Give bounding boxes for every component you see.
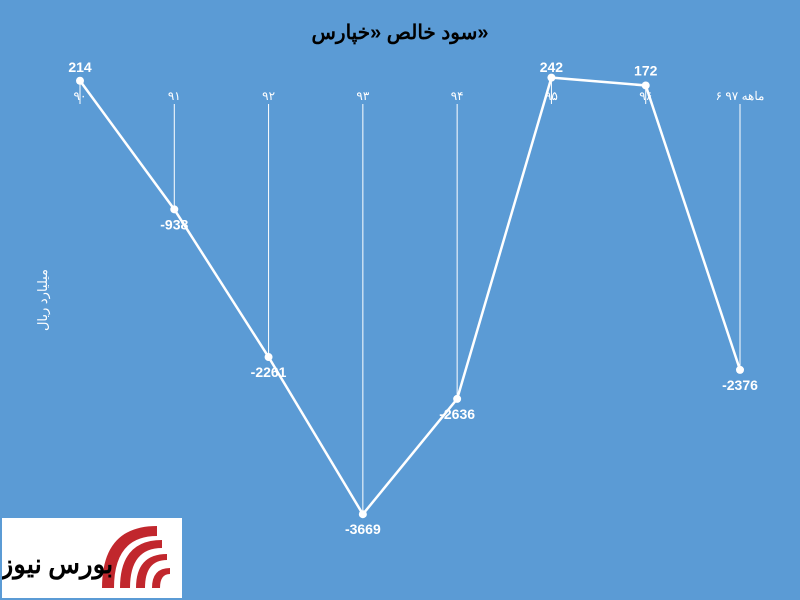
data-marker xyxy=(76,77,84,85)
x-axis-tick-label: ۹۱ xyxy=(168,89,181,103)
y-axis-label: میلیارد ریال xyxy=(35,269,51,331)
x-axis-tick-label: ۹۲ xyxy=(262,89,275,103)
data-line xyxy=(80,78,740,515)
logo-text: بورس نیوز xyxy=(2,550,113,580)
x-axis-tick-label: ۹۶ xyxy=(639,89,652,103)
data-marker xyxy=(453,395,461,403)
value-label: -2376 xyxy=(722,377,758,393)
data-marker xyxy=(359,510,367,518)
value-label: 214 xyxy=(68,60,92,75)
value-label: -2636 xyxy=(439,406,475,422)
data-marker xyxy=(170,205,178,213)
data-marker xyxy=(265,353,273,361)
watermark-logo: بورس نیوز xyxy=(2,518,182,598)
x-axis-tick-label: ۶ ماهه ۹۷ xyxy=(716,89,765,103)
x-axis-tick-label: ۹۳ xyxy=(356,89,369,103)
value-label: 242 xyxy=(540,60,564,75)
line-chart: ۹۰ ۹۱ ۹۲ ۹۳ ۹۴ ۹۵ ۹۶ ۶ ماهه ۹۷ 214 -938 -2261 -3669… xyxy=(50,60,770,540)
data-marker xyxy=(736,366,744,374)
x-axis-tick-label: ۹۴ xyxy=(451,89,464,103)
value-label: -2261 xyxy=(251,364,287,380)
value-label: -938 xyxy=(160,216,188,232)
value-label: -3669 xyxy=(345,521,381,537)
x-axis-tick-label: ۹۵ xyxy=(545,89,558,103)
value-label: 172 xyxy=(634,62,658,78)
chart-title: سود خالص «خپارس» xyxy=(0,20,800,45)
x-axis-tick-label: ۹۰ xyxy=(74,89,87,103)
